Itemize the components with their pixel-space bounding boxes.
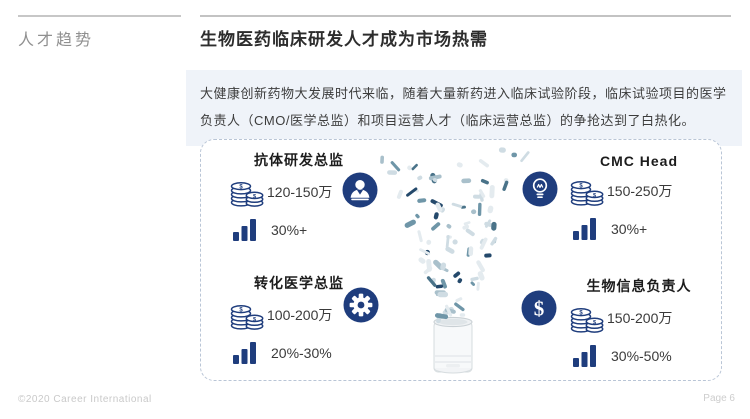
coins-icon xyxy=(230,304,264,330)
coins-icon xyxy=(570,180,604,206)
role-card-translational-medicine: 转化医学总监 100-200万 20%-30% xyxy=(229,273,369,364)
section-rule xyxy=(18,15,181,17)
role-card-antibody-rnd: 抗体研发总监 120-150万 30%+ xyxy=(229,150,369,241)
person-icon xyxy=(342,172,378,208)
growth-value: 20%-30% xyxy=(271,345,332,361)
role-card-cmc-head: CMC Head 150-250万 30%+ xyxy=(569,153,709,240)
gear-icon xyxy=(343,287,379,323)
bar-chart-icon xyxy=(573,345,596,367)
growth-value: 30%+ xyxy=(611,221,648,237)
growth-row: 30%+ xyxy=(569,218,709,240)
bar-chart-icon xyxy=(573,218,596,240)
salary-value: 150-250万 xyxy=(607,183,673,199)
coins-icon xyxy=(230,181,264,207)
growth-value: 30%-50% xyxy=(611,348,672,364)
role-title: 转化医学总监 xyxy=(254,275,344,291)
page-number: Page 6 xyxy=(703,393,735,404)
bar-chart-icon xyxy=(233,342,256,364)
role-title: CMC Head xyxy=(599,153,678,169)
growth-row: 30%-50% xyxy=(569,345,709,367)
salary-row: 150-200万 xyxy=(569,302,709,334)
roles-panel: 抗体研发总监 120-150万 30%+ CMC Head 150-250万 xyxy=(200,139,722,381)
pill-confetti-illustration xyxy=(380,147,530,374)
copyright-text: ©2020 Career International xyxy=(18,394,152,405)
lightbulb-icon xyxy=(522,171,558,207)
salary-value: 150-200万 xyxy=(607,310,673,326)
role-card-bioinformatics: 生物信息负责人 150-200万 30%-50% xyxy=(569,276,709,367)
salary-value: 120-150万 xyxy=(267,184,333,200)
salary-row: 120-150万 xyxy=(229,176,369,208)
bar-chart-icon xyxy=(233,219,256,241)
dollar-icon: $ xyxy=(521,290,557,326)
role-title: 抗体研发总监 xyxy=(254,152,344,168)
intro-paragraph: 大健康创新药物大发展时代来临，随着大量新药进入临床试验阶段，临床试验项目的医学负… xyxy=(186,70,742,147)
growth-value: 30%+ xyxy=(271,222,308,238)
coins-icon xyxy=(570,307,604,333)
salary-value: 100-200万 xyxy=(267,307,333,323)
page-title: 生物医药临床研发人才成为市场热需 xyxy=(200,30,488,49)
section-label: 人才趋势 xyxy=(18,32,95,49)
svg-text:$: $ xyxy=(534,297,545,321)
title-rule xyxy=(200,15,731,17)
confetti-can xyxy=(433,316,473,374)
role-title: 生物信息负责人 xyxy=(586,278,692,294)
growth-row: 30%+ xyxy=(229,219,369,241)
growth-row: 20%-30% xyxy=(229,342,369,364)
salary-row: 150-250万 xyxy=(569,175,709,207)
salary-row: 100-200万 xyxy=(229,299,369,331)
